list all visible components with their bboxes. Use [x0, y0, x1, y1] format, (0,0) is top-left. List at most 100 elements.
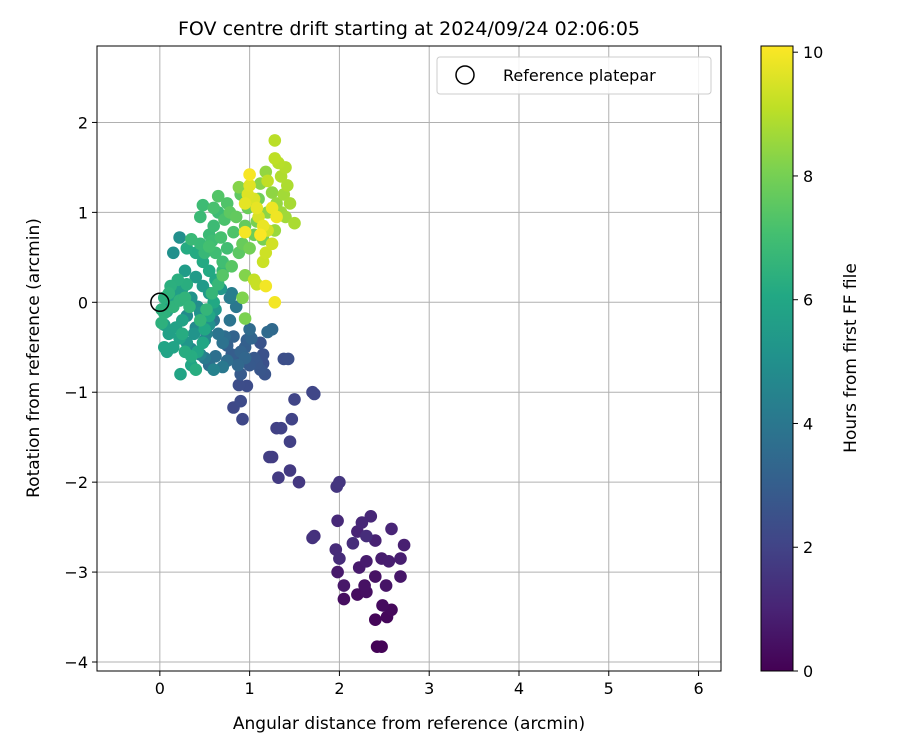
- scatter-points: [155, 134, 411, 653]
- legend: Reference platepar: [436, 56, 712, 95]
- data-point: [274, 421, 288, 435]
- x-axis-label: Angular distance from reference (arcmin): [233, 714, 585, 734]
- y-tick-label: −4: [64, 653, 88, 672]
- data-point: [236, 291, 249, 305]
- y-tick-label: 0: [78, 293, 88, 312]
- data-point: [214, 231, 228, 244]
- data-point: [200, 303, 213, 316]
- colorbar-ticks: 0 2 4 6 8 10: [793, 43, 823, 681]
- data-point: [238, 225, 252, 239]
- data-point: [268, 152, 282, 165]
- data-point: [176, 327, 189, 341]
- data-point: [259, 279, 273, 293]
- x-tick-label: 2: [334, 679, 344, 698]
- data-point: [225, 260, 238, 273]
- colorbar-label: Hours from first FF file: [841, 263, 861, 453]
- data-point: [202, 264, 216, 278]
- data-point: [288, 393, 301, 406]
- data-point: [196, 198, 210, 212]
- legend-marker-icon: [455, 65, 475, 85]
- data-point: [162, 287, 176, 300]
- x-tick-label: 5: [604, 679, 614, 698]
- data-point: [394, 552, 407, 565]
- legend-label: Reference platepar: [503, 66, 656, 85]
- x-tick-label: 3: [424, 679, 434, 698]
- data-point: [232, 378, 246, 392]
- data-point: [375, 640, 388, 653]
- data-point: [211, 189, 225, 203]
- colorbar-tick-label: 2: [803, 538, 813, 557]
- data-point: [158, 306, 171, 320]
- data-point: [259, 246, 273, 260]
- data-point: [283, 464, 297, 477]
- data-point: [194, 210, 207, 224]
- data-point: [167, 246, 180, 260]
- chart-title: FOV centre drift starting at 2024/09/24 …: [178, 18, 640, 40]
- data-point: [205, 287, 219, 300]
- data-point: [178, 345, 192, 359]
- x-tick-label: 4: [514, 679, 524, 698]
- data-point: [281, 179, 294, 192]
- data-point: [283, 197, 297, 210]
- data-point: [369, 613, 382, 626]
- legend-box: [436, 56, 712, 95]
- grid-lines: [97, 46, 721, 671]
- data-point: [216, 269, 229, 282]
- data-point: [211, 327, 225, 341]
- data-point: [270, 210, 283, 224]
- data-point: [306, 531, 319, 545]
- data-point: [292, 475, 306, 489]
- data-point: [196, 279, 210, 293]
- data-point: [263, 450, 276, 464]
- data-point: [285, 412, 299, 426]
- data-point: [331, 565, 344, 579]
- data-point: [346, 537, 360, 550]
- data-point: [185, 233, 198, 246]
- data-point: [209, 350, 222, 363]
- data-point: [196, 336, 210, 350]
- data-point: [189, 270, 203, 284]
- colorbar-tick-label: 4: [803, 414, 813, 433]
- colorbar-gradient: [760, 45, 794, 672]
- data-point: [358, 579, 371, 592]
- data-point: [225, 287, 238, 300]
- data-point: [261, 325, 274, 339]
- data-point: [360, 555, 373, 568]
- colorbar-tick-label: 10: [803, 43, 823, 62]
- data-point: [243, 323, 256, 336]
- data-point: [189, 363, 203, 377]
- y-tick-label: −3: [64, 563, 88, 582]
- y-tick-label: 2: [78, 113, 88, 132]
- data-point: [397, 538, 411, 552]
- data-point: [220, 242, 234, 255]
- data-point: [236, 412, 249, 426]
- data-point: [337, 592, 351, 606]
- plot-frame: [96, 45, 722, 672]
- data-point: [333, 475, 346, 489]
- colorbar: 0 2 4 6 8 10 Hours from first FF file: [760, 43, 861, 681]
- x-tick-label: 1: [245, 679, 255, 698]
- data-point: [288, 216, 301, 230]
- x-tick-label: 0: [155, 679, 165, 698]
- data-point: [234, 394, 247, 408]
- colorbar-tick-label: 6: [803, 291, 813, 310]
- data-point: [238, 312, 252, 325]
- data-point: [268, 296, 282, 309]
- data-point: [176, 314, 189, 327]
- data-point: [281, 352, 295, 366]
- data-point: [187, 327, 201, 341]
- reference-platepar-marker: [150, 292, 170, 313]
- data-point: [308, 387, 321, 401]
- data-point: [379, 579, 393, 592]
- colorbar-tick-label: 0: [803, 662, 813, 681]
- data-point: [194, 314, 207, 327]
- data-point: [243, 168, 256, 181]
- data-point: [360, 529, 373, 543]
- data-point: [158, 341, 171, 354]
- data-point: [155, 316, 168, 330]
- data-point: [265, 186, 279, 199]
- y-axis-ticks: −4 −3 −2 −1 0 1 2: [64, 113, 97, 672]
- data-point: [183, 300, 196, 314]
